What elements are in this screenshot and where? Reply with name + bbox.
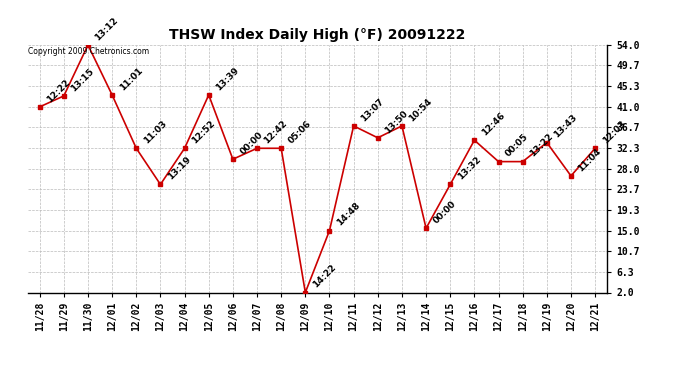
Text: 00:05: 00:05 (504, 132, 531, 159)
Text: 13:43: 13:43 (553, 113, 579, 140)
Text: 13:15: 13:15 (70, 66, 96, 93)
Text: 13:12: 13:12 (94, 16, 120, 42)
Text: 11:03: 11:03 (142, 119, 168, 146)
Text: 12:03: 12:03 (601, 119, 627, 146)
Text: 12:52: 12:52 (190, 119, 217, 146)
Text: 13:22: 13:22 (529, 132, 555, 159)
Text: 12:46: 12:46 (480, 111, 506, 137)
Text: 10:54: 10:54 (408, 96, 434, 123)
Text: 00:00: 00:00 (239, 130, 265, 156)
Text: 13:39: 13:39 (215, 66, 241, 92)
Title: THSW Index Daily High (°F) 20091222: THSW Index Daily High (°F) 20091222 (169, 28, 466, 42)
Text: 13:07: 13:07 (359, 96, 386, 123)
Text: 12:42: 12:42 (263, 119, 289, 146)
Text: 14:22: 14:22 (311, 263, 337, 290)
Text: 05:06: 05:06 (287, 119, 313, 146)
Text: 13:19: 13:19 (166, 155, 193, 182)
Text: 00:00: 00:00 (432, 199, 458, 225)
Text: Copyright 2009 Chetronics.com: Copyright 2009 Chetronics.com (28, 48, 149, 57)
Text: 13:32: 13:32 (456, 155, 482, 182)
Text: 13:50: 13:50 (384, 108, 410, 135)
Text: 11:04: 11:04 (577, 147, 603, 173)
Text: 12:22: 12:22 (46, 78, 72, 104)
Text: 14:48: 14:48 (335, 201, 362, 228)
Text: 11:01: 11:01 (118, 66, 144, 92)
